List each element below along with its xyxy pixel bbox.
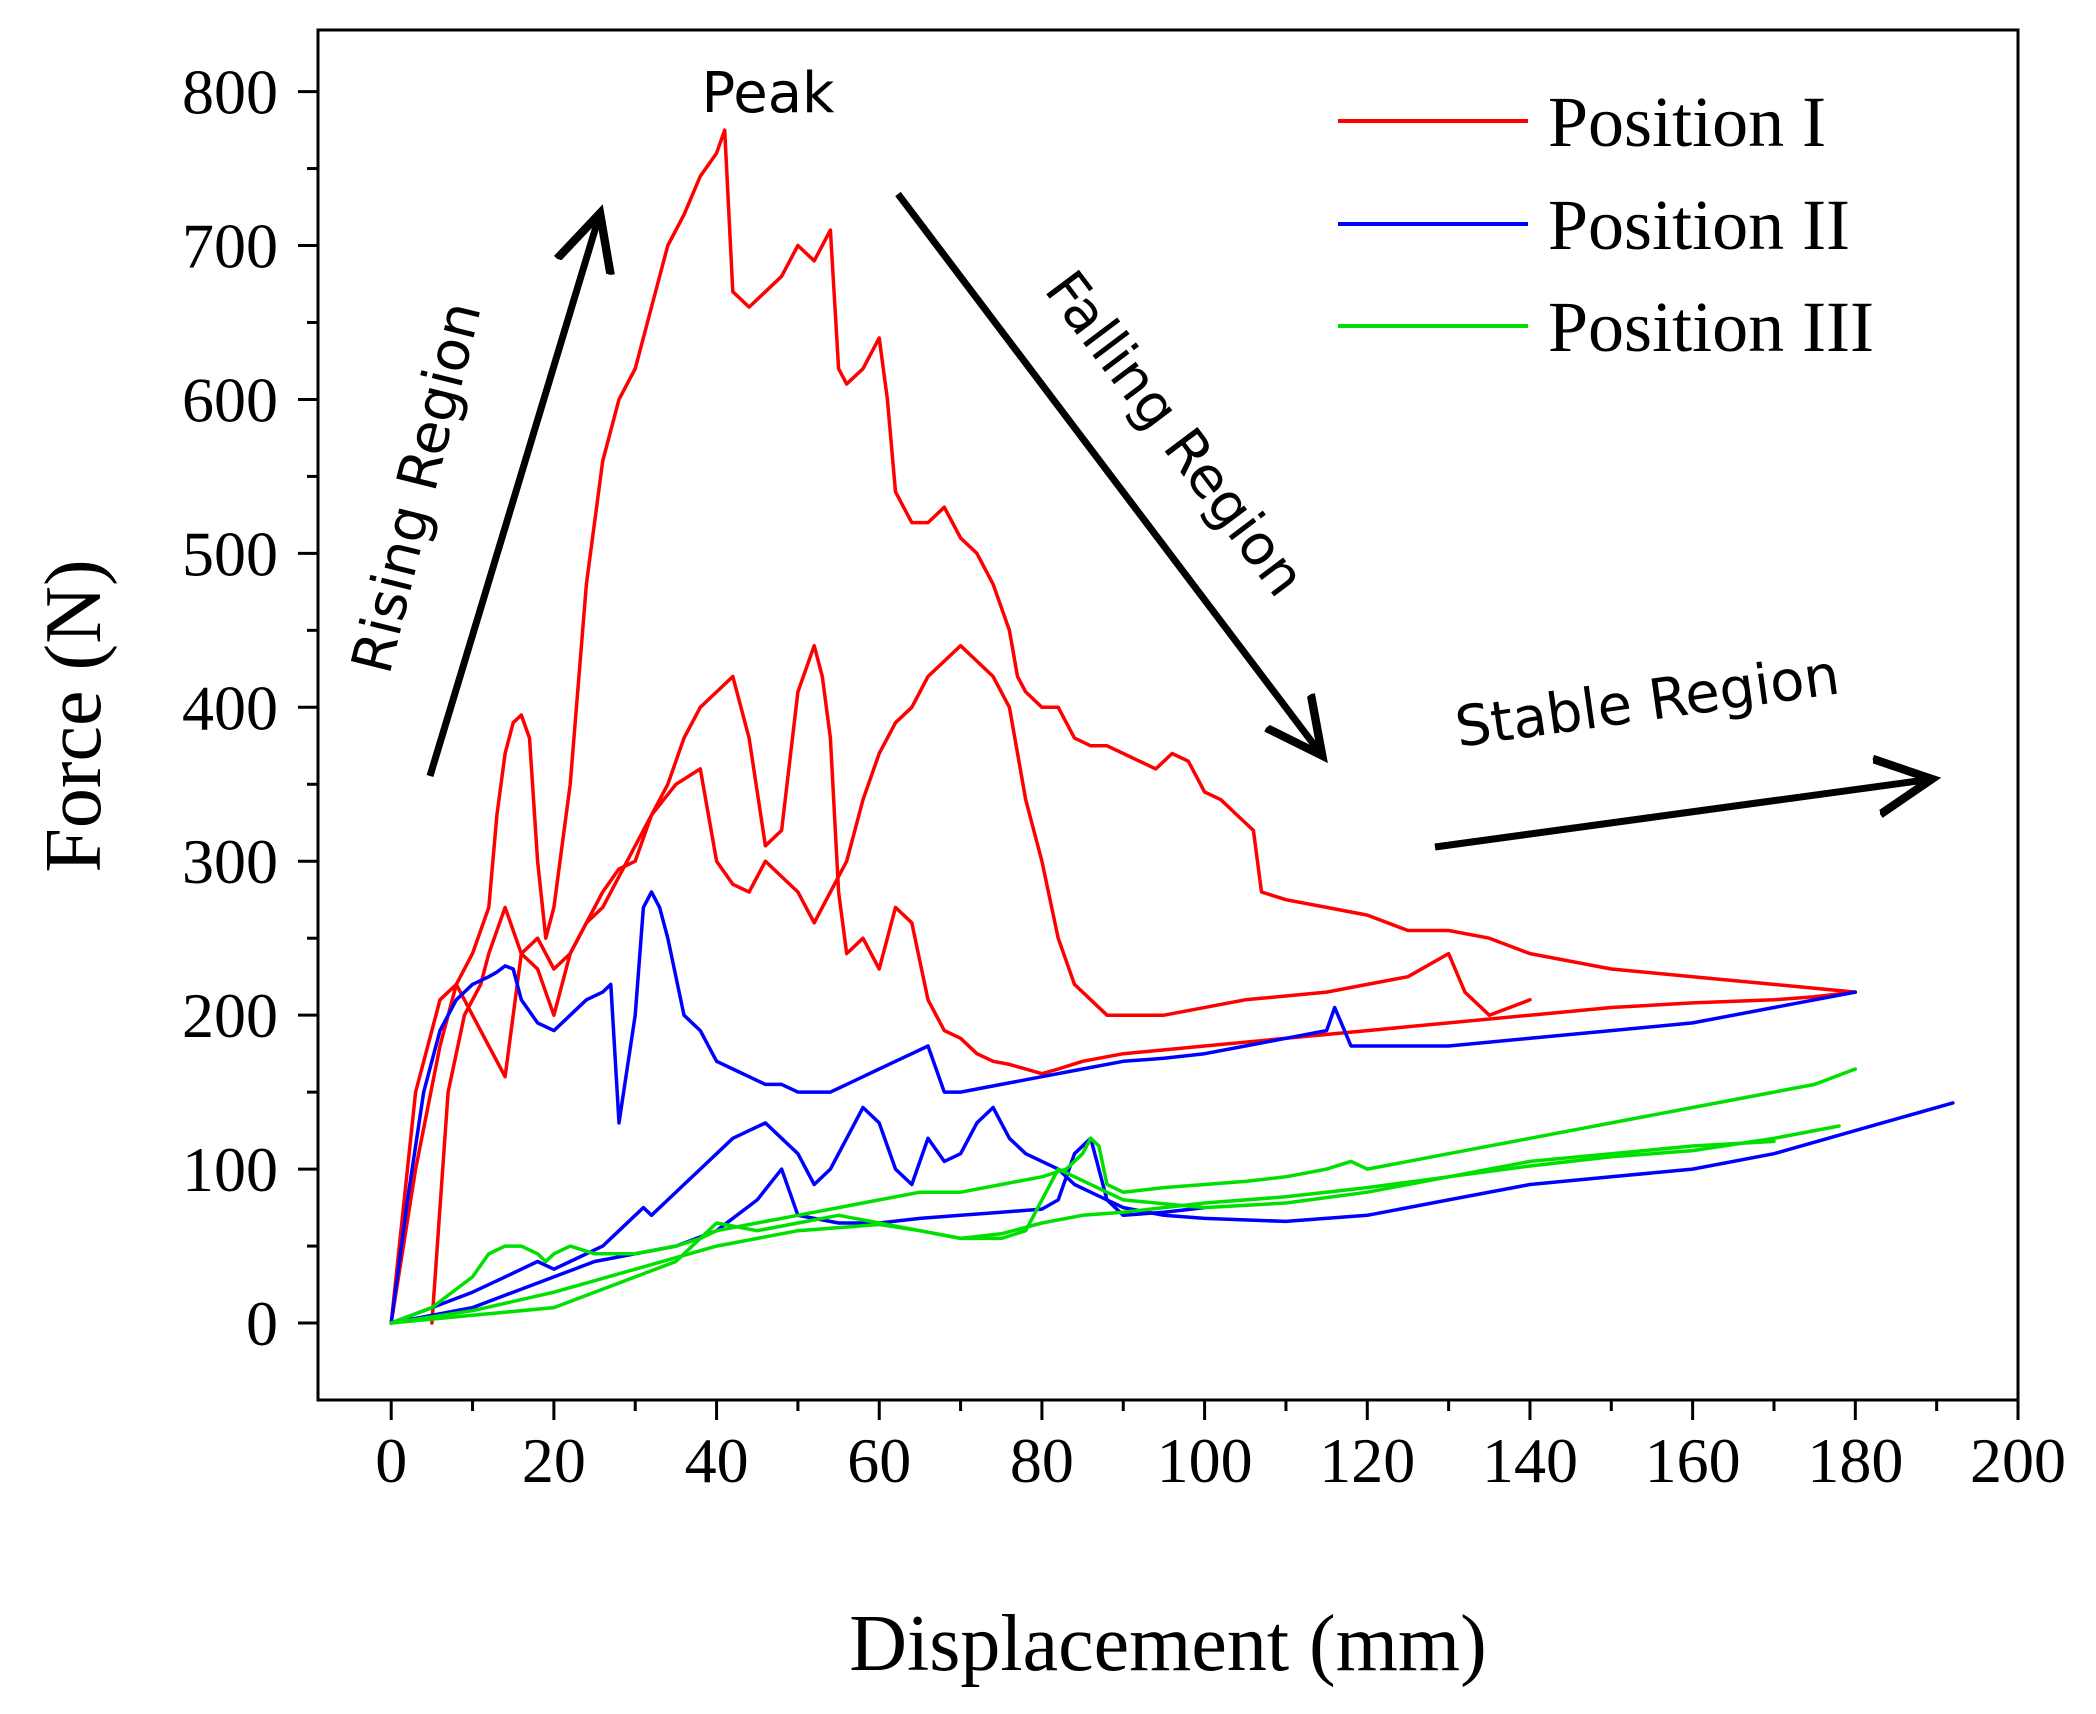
rising-region-label: Rising Region [340,295,495,679]
ticks: 0 20 40 60 80 100 120 140 160 180 200 0 100 200 300 400… [182,57,2066,1496]
legend: Position I Position II Position III [1338,82,1874,367]
series-line-position-i-1 [389,643,1858,1325]
series-line-position-iii-6 [389,1067,1858,1325]
stable-arrow [1434,780,1925,851]
y-tick-label: 800 [182,57,278,128]
axes [316,28,2020,1402]
x-tick-label: 20 [522,1425,586,1496]
x-tick-label: 60 [847,1425,911,1496]
legend-label-position-2: Position II [1548,185,1850,265]
y-tick-label: 0 [246,1288,278,1359]
x-axis-title: Displacement (mm) [849,1600,1487,1688]
series-line-position-iii-8 [389,1139,1776,1325]
x-tick-label: 140 [1482,1425,1578,1496]
y-tick-label: 500 [182,518,278,589]
legend-label-position-3: Position III [1548,287,1874,367]
y-tick-label: 200 [182,980,278,1051]
x-tick-label: 180 [1807,1425,1903,1496]
x-tick-label: 0 [375,1425,407,1496]
falling-arrow [895,191,1318,750]
peak-label: Peak [702,61,836,126]
series-line-position-i-0 [389,128,1858,1325]
x-tick-label: 200 [1970,1425,2066,1496]
rising-arrow [426,220,598,778]
series-line-position-ii-3 [389,890,1858,1325]
y-axis-title: Force (N) [30,559,118,872]
series-line-position-ii-4 [389,1101,1955,1325]
legend-label-position-1: Position I [1548,82,1826,162]
y-tick-label: 300 [182,826,278,897]
y-tick-label: 400 [182,672,278,743]
series-line-position-i-2 [430,643,1532,1325]
y-tick-label: 100 [182,1134,278,1205]
y-tick-label: 600 [182,364,278,435]
x-tick-label: 100 [1157,1425,1253,1496]
x-tick-label: 120 [1319,1425,1415,1496]
x-tick-label: 80 [1010,1425,1074,1496]
y-tick-label: 700 [182,211,278,282]
series-layer [389,128,1955,1325]
series-line-position-iii-7 [389,1124,1841,1325]
plot-frame [316,28,2020,1402]
x-tick-label: 40 [685,1425,749,1496]
stable-region-label: Stable Region [1451,643,1843,761]
x-tick-label: 160 [1645,1425,1741,1496]
